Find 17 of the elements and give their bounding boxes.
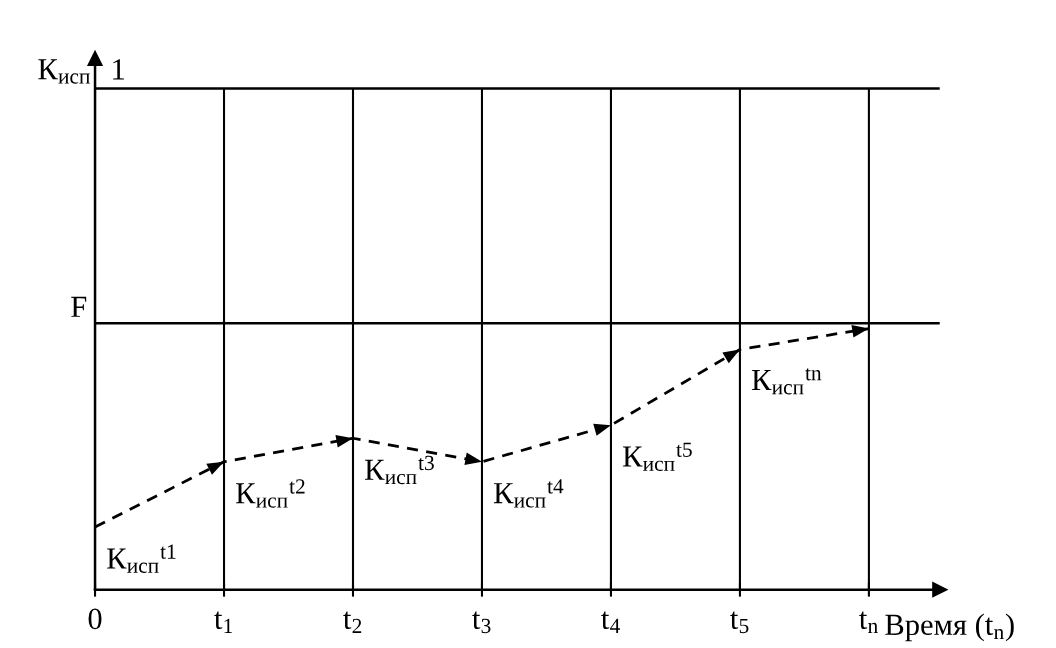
x-axis-title: Время (t$_{n}$) <box>885 613 1014 642</box>
annotation: К$_{исп}$$^{tn}$ <box>751 368 822 395</box>
annotation: К$_{исп}$$^{t1}$ <box>107 544 176 573</box>
x-tick-label: t$_{2}$ <box>343 611 362 633</box>
text: 1 <box>113 59 124 80</box>
x-tick-label: 0 <box>88 608 102 630</box>
annotation: К$_{исп}$$^{t5}$ <box>622 442 692 471</box>
text: К$_{исп}$ <box>38 59 90 84</box>
annotation: К$_{исп}$$^{t4}$ <box>493 479 564 508</box>
x-tick-label: t$_{1}$ <box>214 611 233 633</box>
x-tick-label: t$_{4}$ <box>601 611 620 633</box>
annotation: К$_{исп}$$^{t2}$ <box>236 479 305 508</box>
annotation: К$_{исп}$$^{t3}$ <box>364 455 434 485</box>
ref-line-label: F <box>71 296 87 317</box>
x-tick-label: t$_{5}$ <box>730 611 749 634</box>
x-tick-label: t$_{n}$ <box>859 611 878 633</box>
x-tick-label: t$_{3}$ <box>472 611 491 634</box>
